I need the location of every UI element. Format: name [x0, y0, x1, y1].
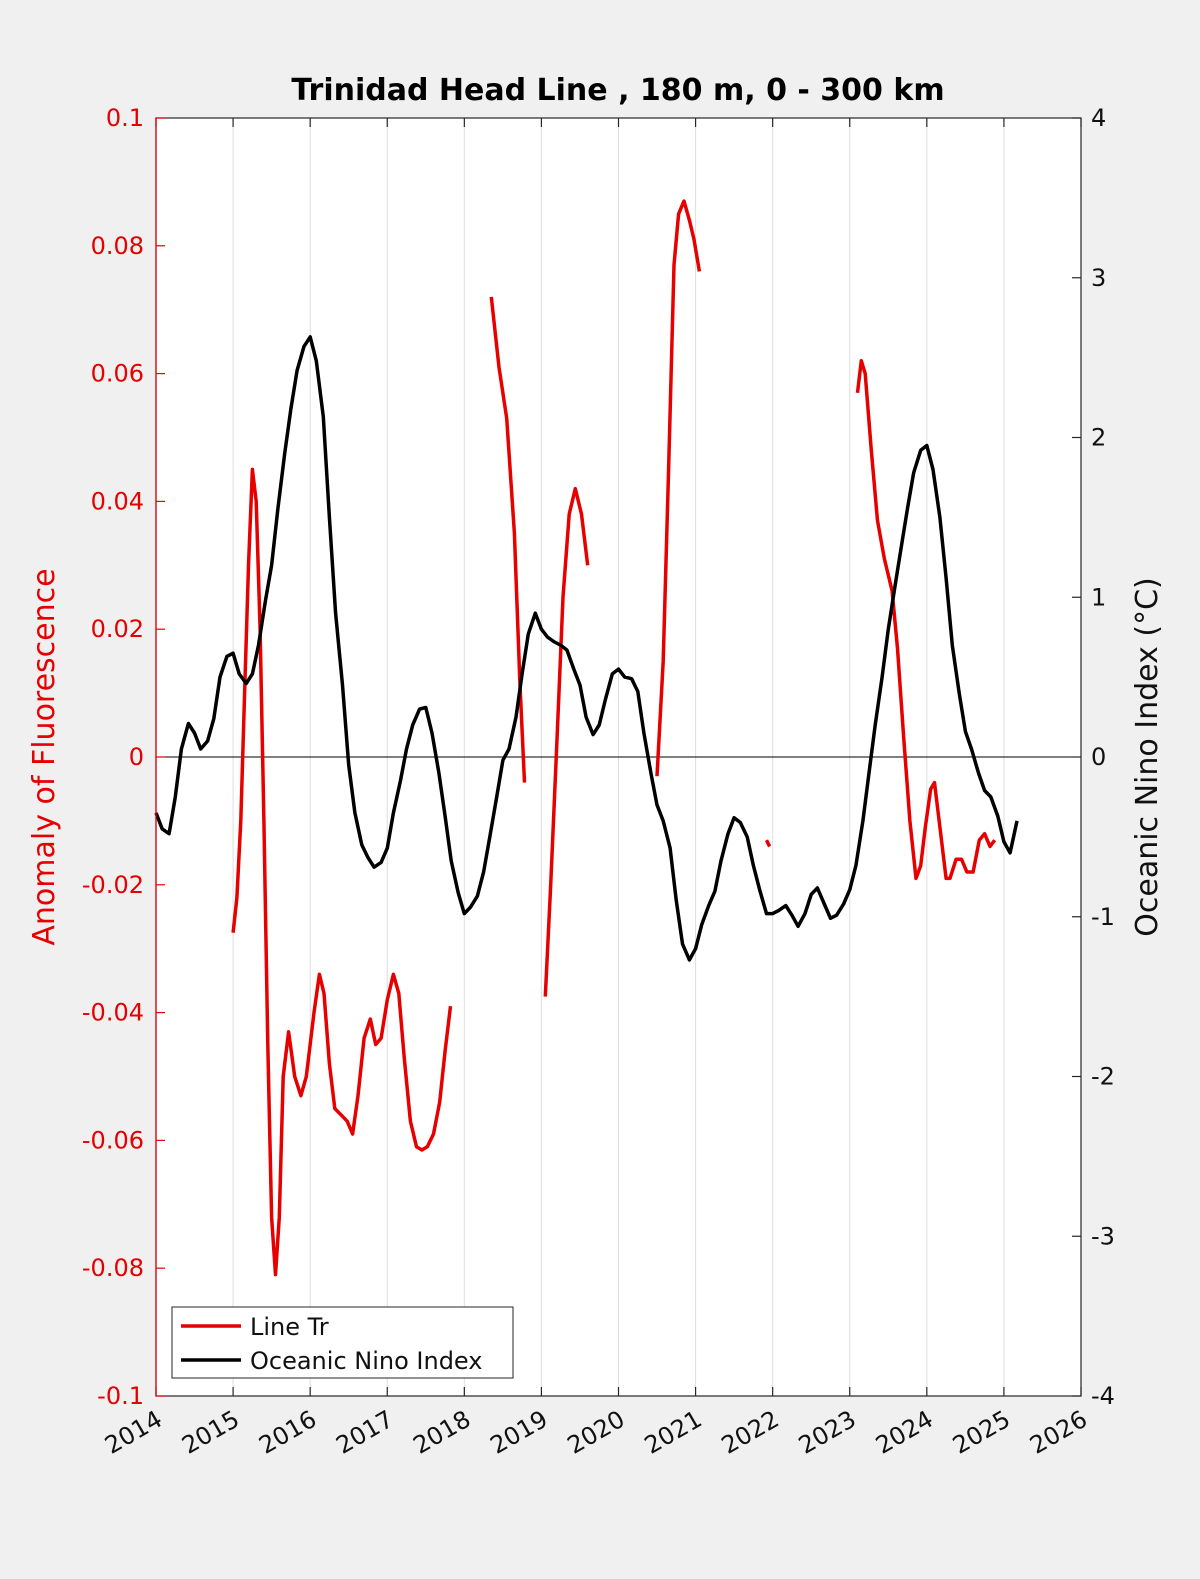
y-axis-left-label: Anomaly of Fluorescence [27, 568, 62, 945]
y-left-tick-label: 0.1 [106, 104, 144, 132]
y-right-tick-label: 1 [1091, 583, 1106, 611]
y-right-tick-label: 2 [1091, 424, 1106, 452]
y-right-tick-label: -3 [1091, 1222, 1115, 1250]
y-left-tick-label: 0.02 [91, 615, 144, 643]
legend: Line Tr Oceanic Nino Index [171, 1306, 514, 1379]
series-oceanic-nino-index-segment [154, 335, 1019, 962]
series-line-tr-segment [543, 486, 590, 997]
y-right-tick-label: 0 [1091, 743, 1106, 771]
legend-box [171, 1306, 514, 1379]
series-line-tr-segment [489, 296, 527, 783]
legend-label-oni: Oceanic Nino Index [250, 1347, 482, 1375]
legend-label-line-tr: Line Tr [250, 1313, 329, 1341]
y-left-tick-label: 0.04 [91, 487, 144, 515]
series-line-tr-segment [764, 839, 772, 848]
series-layer [154, 199, 1019, 1277]
y-right-tick-label: 4 [1091, 104, 1106, 132]
y-right-tick-label: 3 [1091, 264, 1106, 292]
y-left-tick-label: 0 [129, 743, 144, 771]
y-right-tick-label: -4 [1091, 1382, 1115, 1410]
y-left-tick-label: -0.08 [82, 1254, 144, 1282]
y-left-tick-label: 0.08 [91, 232, 144, 260]
y-left-tick-label: -0.02 [82, 871, 144, 899]
chart-title: Trinidad Head Line , 180 m, 0 - 300 km [291, 73, 944, 108]
y-left-tick-label: -0.04 [82, 999, 144, 1027]
y-right-tick-label: -2 [1091, 1063, 1115, 1091]
y-left-tick-label: 0.06 [91, 360, 144, 388]
series-line-tr-segment [655, 199, 702, 777]
series-line-tr-segment [855, 359, 997, 881]
y-axis-right-label: Oceanic Nino Index (°C) [1130, 577, 1165, 937]
y-left-tick-label: -0.06 [82, 1126, 144, 1154]
y-right-tick-label: -1 [1091, 903, 1115, 931]
y-left-tick-label: -0.1 [97, 1382, 144, 1410]
